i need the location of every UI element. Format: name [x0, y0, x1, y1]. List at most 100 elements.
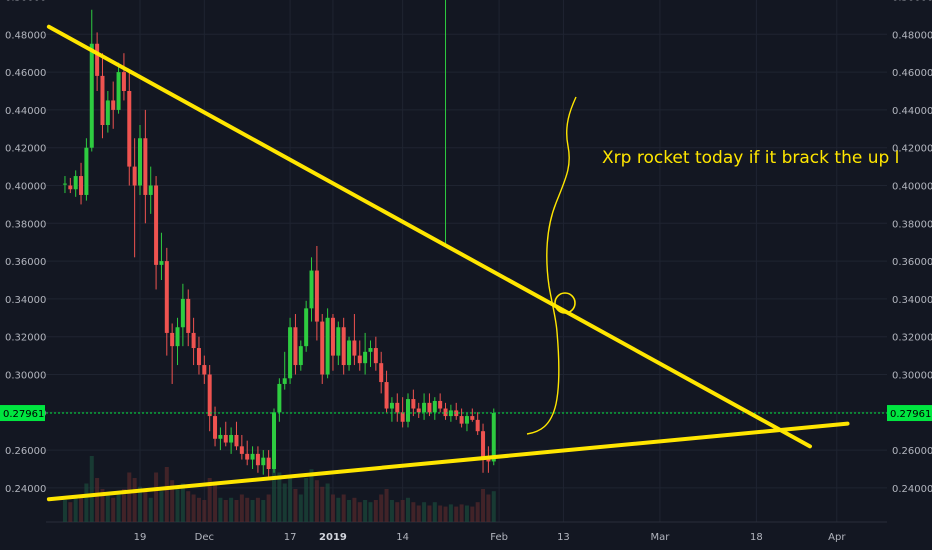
candle-body[interactable] [73, 176, 78, 190]
candle-body[interactable] [239, 446, 244, 454]
candle-body[interactable] [164, 261, 169, 333]
candle-body[interactable] [282, 378, 287, 384]
candle-body[interactable] [266, 457, 271, 469]
trendline-support[interactable] [46, 421, 850, 502]
candle-body[interactable] [245, 453, 250, 460]
volume-bar [443, 506, 448, 522]
candle-body[interactable] [89, 43, 94, 148]
time-tick-label: 19 [134, 532, 147, 543]
candle-body[interactable] [159, 261, 164, 265]
volume-bar [186, 491, 191, 522]
volume-bar [470, 506, 475, 522]
candle-body[interactable] [186, 298, 191, 333]
candle-body[interactable] [68, 185, 73, 190]
candle-body[interactable] [121, 72, 126, 91]
candle-body[interactable] [406, 399, 410, 422]
candle-body[interactable] [148, 185, 153, 195]
candle-body[interactable] [170, 332, 175, 347]
candle-body[interactable] [464, 416, 469, 424]
candle-body[interactable] [62, 183, 67, 185]
candle-body[interactable] [154, 185, 159, 265]
candle-body[interactable] [111, 100, 116, 110]
candle-body[interactable] [416, 408, 421, 413]
candle-body[interactable] [127, 91, 132, 167]
volume-bar [223, 500, 228, 522]
candle-body[interactable] [207, 374, 212, 417]
time-axis[interactable]: 19 Dec 17 2019 14 Feb 13 Mar 18 Apr [134, 532, 847, 543]
candle-body[interactable] [250, 453, 255, 460]
candles[interactable] [62, 9, 496, 477]
price-tick-label: 0.32000 [5, 333, 46, 344]
candle-body[interactable] [454, 410, 459, 417]
candle-body[interactable] [357, 355, 362, 364]
volume-bar [202, 500, 207, 522]
candle-body[interactable] [395, 402, 400, 413]
candle-body[interactable] [95, 43, 100, 76]
candle-body[interactable] [438, 400, 443, 409]
candle-body[interactable] [234, 434, 239, 447]
candle-body[interactable] [411, 399, 416, 409]
candle-body[interactable] [314, 270, 319, 322]
candle-body[interactable] [229, 434, 234, 443]
candle-body[interactable] [432, 400, 437, 413]
trendline-resistance[interactable] [46, 24, 812, 449]
candle-body[interactable] [336, 327, 341, 356]
candle-body[interactable] [213, 416, 218, 439]
candle-body[interactable] [320, 321, 325, 375]
candle-body[interactable] [481, 431, 486, 458]
candle-body[interactable] [443, 408, 448, 417]
candle-body[interactable] [325, 317, 330, 375]
trendlines[interactable] [46, 24, 850, 502]
candle-body[interactable] [459, 416, 464, 424]
candle-body[interactable] [79, 176, 84, 195]
candle-body[interactable] [143, 138, 148, 195]
volume-bar [347, 500, 352, 522]
candle-body[interactable] [298, 346, 303, 366]
candle-body[interactable] [196, 348, 201, 366]
candle-body[interactable] [84, 147, 89, 195]
candle-body[interactable] [427, 402, 432, 413]
volume-bar [475, 502, 480, 522]
candle-body[interactable] [138, 138, 142, 186]
candle-body[interactable] [475, 419, 480, 432]
candle-body[interactable] [347, 340, 352, 366]
price-tick-label: 0.44000 [5, 106, 46, 117]
candle-body[interactable] [105, 100, 110, 126]
candle-body[interactable] [470, 416, 475, 420]
candle-body[interactable] [180, 298, 185, 328]
candle-body[interactable] [422, 402, 427, 413]
volume-bar [304, 478, 309, 522]
volume-bar [454, 506, 459, 522]
candle-body[interactable] [304, 308, 309, 347]
candle-body[interactable] [288, 327, 293, 379]
candle-body[interactable] [400, 412, 405, 422]
candle-body[interactable] [389, 402, 394, 409]
candle-body[interactable] [223, 434, 228, 443]
candle-body[interactable] [491, 413, 496, 462]
candle-body[interactable] [277, 383, 282, 413]
price-tick-label: 0.36000 [892, 257, 932, 268]
candle-body[interactable] [272, 412, 276, 469]
candle-body[interactable] [368, 348, 373, 352]
candle-body[interactable] [218, 434, 223, 439]
candle-body[interactable] [261, 457, 266, 466]
candle-body[interactable] [175, 327, 180, 347]
candle-body[interactable] [384, 382, 389, 409]
candle-body[interactable] [373, 348, 378, 364]
candle-body[interactable] [255, 453, 260, 466]
volume-bar [213, 483, 218, 522]
volume-bar [180, 483, 185, 522]
candle-body[interactable] [379, 363, 384, 383]
candle-body[interactable] [363, 351, 368, 364]
candle-body[interactable] [341, 327, 346, 366]
candle-body[interactable] [293, 327, 298, 366]
candle-body[interactable] [309, 270, 314, 309]
candle-body[interactable] [100, 75, 105, 126]
candle-body[interactable] [202, 365, 207, 375]
candle-body[interactable] [132, 166, 137, 186]
candle-body[interactable] [116, 72, 121, 110]
candle-body[interactable] [191, 332, 196, 349]
candle-body[interactable] [352, 340, 357, 356]
candle-body[interactable] [330, 317, 335, 356]
